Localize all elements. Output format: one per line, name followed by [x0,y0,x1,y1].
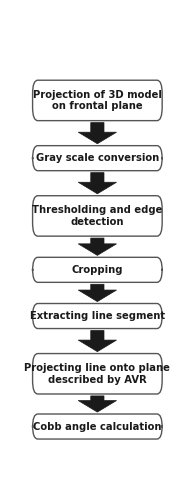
Text: Projection of 3D model
on frontal plane: Projection of 3D model on frontal plane [33,90,162,111]
Polygon shape [78,330,116,351]
Polygon shape [78,122,116,144]
Text: Gray scale conversion: Gray scale conversion [36,153,159,163]
FancyBboxPatch shape [33,196,162,236]
FancyBboxPatch shape [33,80,162,120]
Polygon shape [78,172,116,194]
Text: Extracting line segment: Extracting line segment [30,311,165,321]
FancyBboxPatch shape [33,146,162,171]
FancyBboxPatch shape [33,414,162,439]
FancyBboxPatch shape [33,354,162,394]
FancyBboxPatch shape [33,258,162,282]
Polygon shape [78,238,116,256]
Text: Thresholding and edge
detection: Thresholding and edge detection [32,205,163,227]
Polygon shape [78,396,116,412]
Text: Cropping: Cropping [72,265,123,275]
Text: Projecting line onto plane
described by AVR: Projecting line onto plane described by … [25,363,170,384]
FancyBboxPatch shape [33,304,162,328]
Polygon shape [78,284,116,302]
Text: Cobb angle calculation: Cobb angle calculation [33,422,162,432]
